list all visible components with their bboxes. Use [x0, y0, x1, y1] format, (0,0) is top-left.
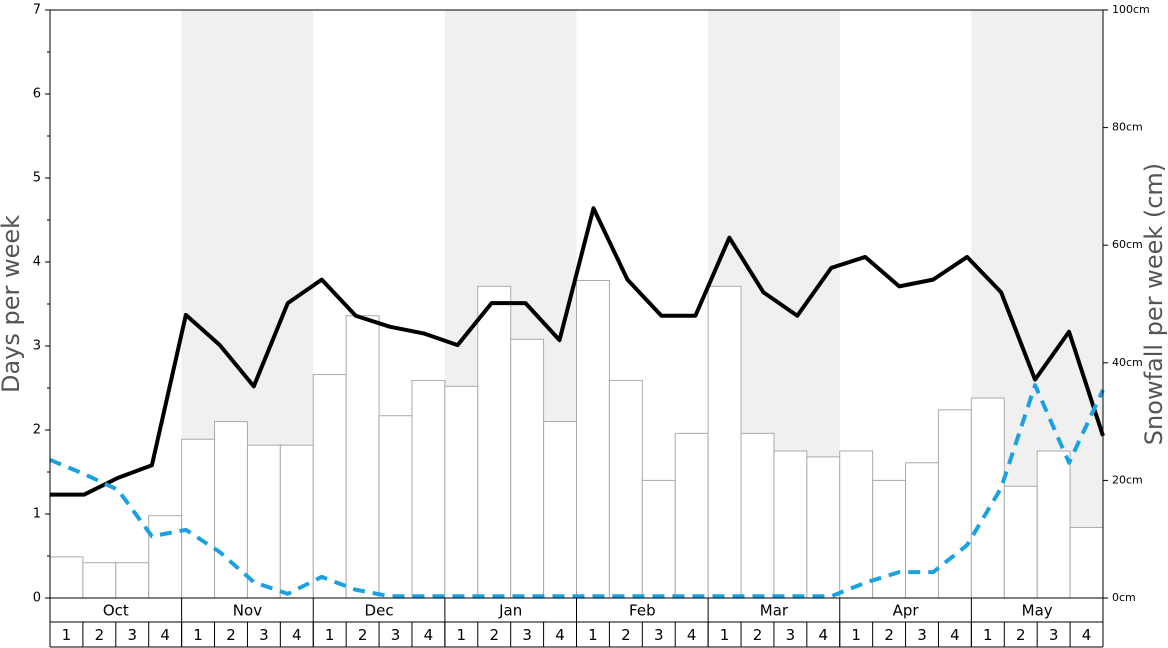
month-label: Nov	[233, 602, 262, 620]
x-tick-label: 3	[259, 626, 269, 644]
x-tick-label: 1	[720, 626, 730, 644]
bar	[279, 444, 314, 599]
x-tick-label: 3	[786, 626, 796, 644]
x-tick-label: 2	[95, 626, 105, 644]
month-label: Feb	[629, 602, 656, 620]
x-tick-label: 2	[753, 626, 763, 644]
line-series	[50, 206, 1105, 497]
x-tick-label: 3	[654, 626, 664, 644]
bar	[444, 385, 479, 599]
bar	[1003, 485, 1038, 599]
bar	[641, 479, 676, 599]
x-tick-label: 2	[884, 626, 894, 644]
x-tick-label: 4	[160, 626, 170, 644]
month-label: Mar	[760, 602, 789, 620]
x-tick-label: 3	[1049, 626, 1059, 644]
x-tick-label: 1	[851, 626, 861, 644]
bar	[345, 315, 380, 599]
y-axis-label: Days per week	[0, 215, 25, 393]
bar	[510, 338, 545, 599]
y-tick-label: 1	[33, 507, 41, 522]
y-tick-label: 4	[33, 255, 41, 270]
x-tick-label: 4	[950, 626, 960, 644]
x-tick-label: 2	[621, 626, 631, 644]
bar	[411, 379, 446, 599]
x-tick-label: 2	[226, 626, 236, 644]
x-tick-label: 3	[917, 626, 927, 644]
x-tick-label: 1	[983, 626, 993, 644]
x-tick-label: 4	[687, 626, 697, 644]
month-label: May	[1022, 602, 1053, 620]
bar	[773, 450, 808, 599]
bar	[246, 444, 281, 599]
bar	[115, 562, 150, 599]
bar	[49, 556, 84, 599]
x-tick-label: 1	[325, 626, 335, 644]
x-tick-label: 1	[457, 626, 467, 644]
bar	[312, 374, 347, 599]
month-label: Jan	[498, 602, 522, 620]
x-tick-label: 1	[193, 626, 203, 644]
bar	[477, 285, 512, 599]
y2-tick-label: 40cm	[1112, 356, 1143, 369]
bar	[937, 409, 972, 599]
bar	[740, 432, 775, 599]
x-tick-label: 4	[1082, 626, 1092, 644]
month-label: Apr	[893, 602, 920, 620]
y2-axis-label: Snowfall per week (cm)	[1140, 163, 1168, 445]
y-tick-label: 2	[33, 423, 41, 438]
y2-tick-label: 20cm	[1112, 473, 1143, 486]
bar	[806, 456, 841, 599]
bar	[181, 438, 216, 599]
bar	[378, 415, 413, 599]
bar	[674, 432, 709, 599]
line-series	[49, 383, 1105, 599]
x-tick-label: 1	[62, 626, 72, 644]
bar	[1036, 450, 1071, 599]
month-label: Dec	[365, 602, 394, 620]
x-tick-label: 4	[424, 626, 434, 644]
bar	[608, 379, 643, 599]
x-tick-label: 2	[489, 626, 499, 644]
y-tick-label: 5	[33, 171, 41, 186]
y-tick-label: 7	[33, 3, 41, 18]
x-tick-label: 2	[1016, 626, 1026, 644]
y2-tick-label: 100cm	[1112, 3, 1150, 16]
y-tick-label: 0	[33, 591, 41, 606]
bar	[905, 462, 939, 599]
y-tick-label: 6	[33, 87, 41, 102]
y2-tick-label: 0cm	[1112, 591, 1136, 604]
x-tick-label: 4	[819, 626, 829, 644]
y2-tick-label: 60cm	[1112, 238, 1143, 251]
bar	[82, 562, 117, 599]
bar	[148, 515, 183, 599]
x-tick-label: 3	[391, 626, 401, 644]
y-tick-label: 3	[33, 339, 41, 354]
bar	[1069, 526, 1104, 599]
x-tick-label: 4	[292, 626, 302, 644]
bar	[970, 397, 1005, 599]
bar	[576, 279, 610, 599]
x-tick-label: 4	[555, 626, 565, 644]
bar	[839, 450, 874, 599]
x-tick-label: 1	[588, 626, 598, 644]
y2-tick-label: 80cm	[1112, 121, 1143, 134]
bar	[214, 421, 248, 599]
bar	[707, 285, 742, 599]
x-tick-label: 3	[127, 626, 137, 644]
x-tick-label: 2	[358, 626, 368, 644]
bar	[543, 421, 577, 599]
month-label: Oct	[103, 602, 129, 620]
x-tick-label: 3	[522, 626, 532, 644]
